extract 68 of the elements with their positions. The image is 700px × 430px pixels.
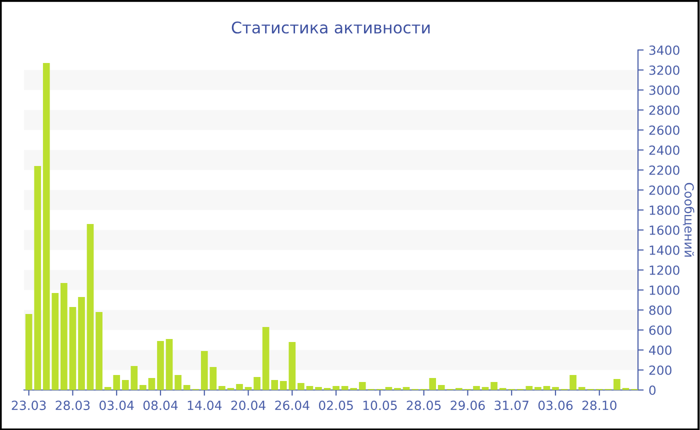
y-tick-label: 1800 — [650, 205, 680, 215]
y-tick-label: 2600 — [649, 125, 680, 135]
x-tick-label: 29.06 — [450, 400, 485, 410]
bar — [262, 327, 270, 390]
bar — [148, 378, 156, 390]
bar — [298, 383, 304, 390]
bar — [315, 387, 322, 390]
bar — [86, 224, 94, 390]
y-tick-label: 200 — [649, 365, 672, 375]
x-tick-label: 20.04 — [231, 400, 266, 410]
bar — [402, 387, 410, 390]
bar — [482, 387, 489, 390]
x-tick-label: 03.04 — [100, 400, 134, 410]
y-tick-label: 2200 — [649, 165, 680, 175]
bar — [552, 387, 559, 390]
bar — [570, 375, 576, 390]
chart-title: Статистика активности — [232, 21, 430, 34]
bar — [140, 385, 146, 390]
y-tick-label: 1200 — [650, 265, 680, 275]
x-tick-label: 23.03 — [12, 400, 46, 410]
bar — [614, 379, 620, 390]
bar — [244, 387, 252, 390]
bar — [69, 307, 76, 390]
bar — [236, 384, 243, 390]
bar — [254, 377, 260, 390]
bar — [578, 387, 586, 390]
bar — [183, 385, 190, 390]
x-tick-label: 28.05 — [406, 400, 441, 410]
bar — [534, 387, 542, 390]
x-tick-label: 31.07 — [494, 400, 528, 410]
y-tick-label: 600 — [649, 325, 672, 335]
y-tick-label: 800 — [649, 305, 672, 315]
bar — [429, 378, 436, 390]
y-tick-label: 2000 — [649, 185, 680, 195]
bar — [473, 386, 480, 390]
x-tick-label: 03.06 — [538, 400, 573, 410]
x-tick-label: 08.04 — [143, 400, 178, 410]
bar — [166, 339, 173, 390]
y-tick-label: 2400 — [649, 145, 680, 155]
x-tick-label: 28.03 — [56, 400, 90, 410]
bar — [543, 386, 550, 390]
x-tick-label: 14.04 — [188, 400, 222, 410]
bar — [385, 387, 392, 390]
y-tick-label: 0 — [649, 385, 656, 395]
bar — [490, 382, 498, 390]
y-tick-label: 1000 — [650, 285, 680, 295]
y-tick-label: 3000 — [649, 85, 680, 95]
x-tick-label: 28.10 — [582, 400, 616, 410]
x-tick-label: 26.04 — [275, 400, 310, 410]
y-tick-label: 3400 — [649, 45, 680, 55]
y-tick-label: 400 — [649, 345, 672, 355]
x-tick-label: 10.05 — [363, 400, 397, 410]
y-tick-label: 2800 — [649, 105, 680, 115]
x-tick-label: 02.05 — [318, 400, 353, 410]
bar — [174, 375, 182, 390]
bar — [60, 283, 68, 390]
bar — [96, 312, 102, 390]
bar — [306, 386, 314, 390]
bar — [218, 386, 226, 390]
y-tick-label: 3200 — [649, 65, 680, 75]
bar — [332, 386, 340, 390]
y-tick-label: 1400 — [650, 245, 680, 255]
y-tick-label: 1600 — [650, 225, 680, 235]
bar — [341, 386, 348, 390]
bar — [157, 341, 164, 390]
bar — [271, 380, 278, 390]
bar — [78, 297, 85, 390]
y-axis-title: Сообщений — [682, 182, 694, 257]
